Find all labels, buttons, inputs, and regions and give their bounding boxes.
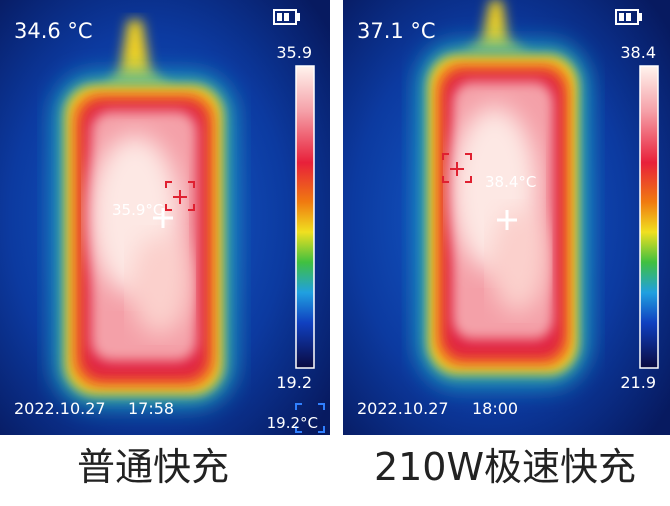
scale-min: 21.9 <box>620 373 656 392</box>
spot-temperature: 38.4°C <box>485 173 536 191</box>
temperature: 37.1 °C <box>357 19 436 43</box>
spot-temperature: 35.9°C <box>112 201 163 219</box>
scale-max: 38.4 <box>620 43 656 62</box>
caption: 普通快充 <box>77 445 229 489</box>
time: 17:58 <box>128 399 174 418</box>
date: 2022.10.27 <box>357 399 449 418</box>
thermal-panel: 37.1 °C 38.4 21.9 38.4°C 2022.10.27 18:0… <box>343 0 670 435</box>
scale-min: 19.2 <box>276 373 312 392</box>
date: 2022.10.27 <box>14 399 106 418</box>
scale-max: 35.9 <box>276 43 312 62</box>
temperature: 34.6 °C <box>14 19 93 43</box>
caption: 210W极速快充 <box>374 445 636 489</box>
time: 18:00 <box>472 399 518 418</box>
corner-temperature: 19.2°C <box>267 414 318 432</box>
thermal-panel: 34.6 °C 35.9 19.2 35.9°C 2022.10.27 17:5… <box>0 0 330 435</box>
